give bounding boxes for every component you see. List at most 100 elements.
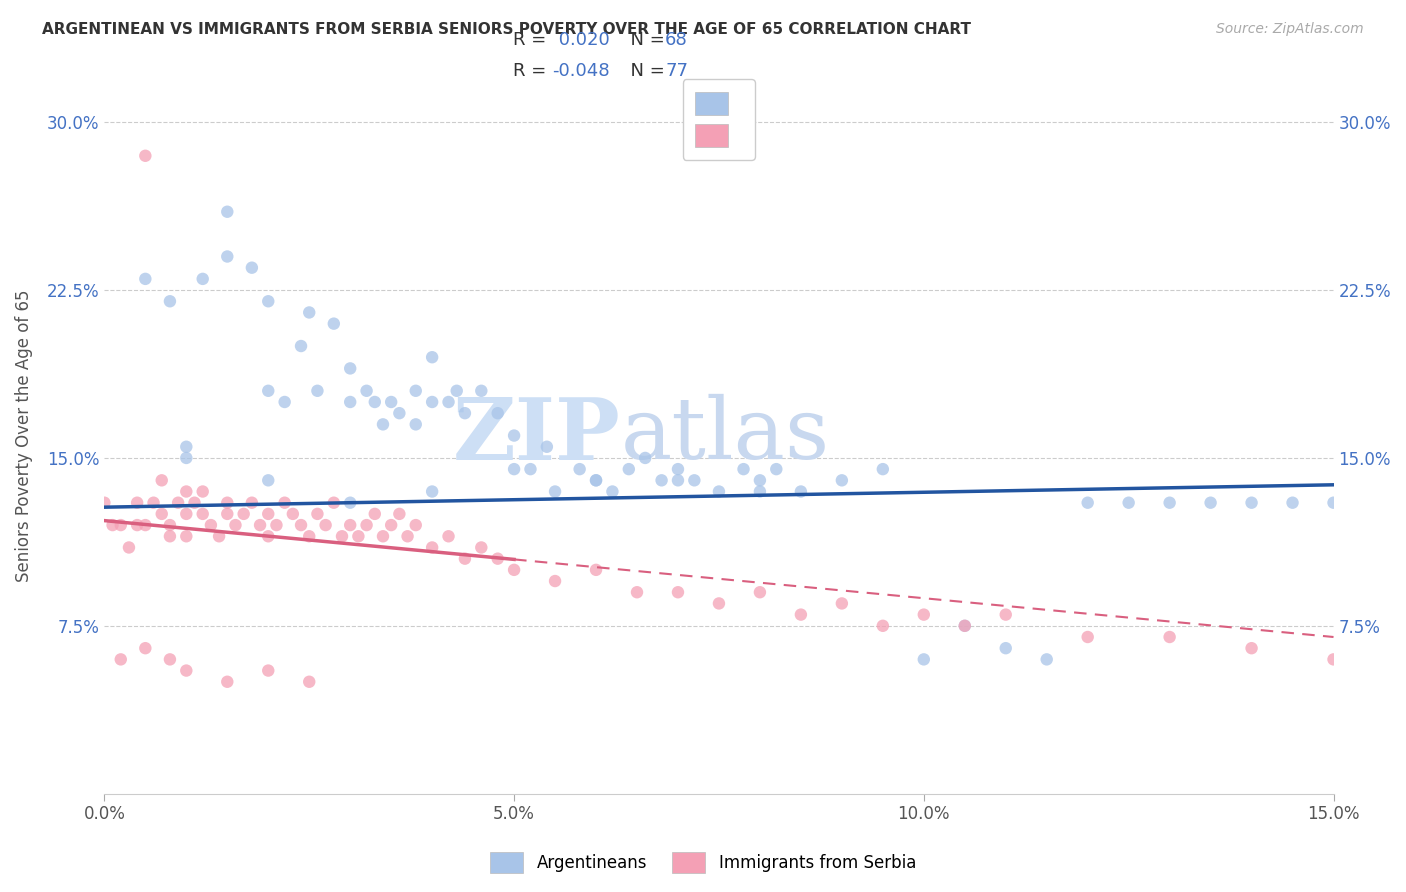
- Point: [707, 484, 730, 499]
- Point: [953, 619, 976, 633]
- Point: [159, 529, 181, 543]
- Point: [217, 507, 239, 521]
- Point: [380, 518, 402, 533]
- Point: [176, 450, 198, 465]
- Point: [339, 395, 361, 409]
- Point: [626, 585, 648, 599]
- Point: [420, 484, 443, 499]
- Point: [191, 507, 214, 521]
- Point: [1322, 652, 1344, 666]
- Point: [585, 563, 607, 577]
- Point: [257, 529, 280, 543]
- Point: [388, 507, 411, 521]
- Point: [568, 462, 591, 476]
- Point: [167, 496, 190, 510]
- Point: [159, 518, 181, 533]
- Point: [330, 529, 353, 543]
- Point: [118, 541, 141, 555]
- Point: [127, 518, 149, 533]
- Point: [159, 294, 181, 309]
- Point: [150, 507, 173, 521]
- Point: [273, 496, 295, 510]
- Point: [347, 529, 370, 543]
- Point: [134, 641, 156, 656]
- Text: atlas: atlas: [620, 394, 830, 477]
- Point: [666, 473, 689, 487]
- Point: [651, 473, 673, 487]
- Point: [1077, 630, 1099, 644]
- Point: [454, 406, 477, 420]
- Text: -0.048: -0.048: [553, 62, 610, 80]
- Text: ZIP: ZIP: [453, 393, 620, 477]
- Text: Source: ZipAtlas.com: Source: ZipAtlas.com: [1216, 22, 1364, 37]
- Point: [994, 607, 1017, 622]
- Point: [240, 260, 263, 275]
- Point: [364, 395, 387, 409]
- Point: [232, 507, 254, 521]
- Point: [420, 541, 443, 555]
- Point: [748, 585, 770, 599]
- Point: [322, 496, 344, 510]
- Point: [617, 462, 640, 476]
- Point: [339, 518, 361, 533]
- Point: [159, 652, 181, 666]
- Point: [240, 496, 263, 510]
- Point: [1322, 496, 1344, 510]
- Point: [1159, 496, 1181, 510]
- Point: [420, 395, 443, 409]
- Point: [176, 440, 198, 454]
- Point: [437, 529, 460, 543]
- Point: [134, 518, 156, 533]
- Point: [953, 619, 976, 633]
- Point: [503, 563, 526, 577]
- Point: [176, 484, 198, 499]
- Point: [183, 496, 205, 510]
- Point: [110, 518, 132, 533]
- Point: [405, 384, 427, 398]
- Point: [356, 518, 378, 533]
- Point: [454, 551, 477, 566]
- Point: [790, 607, 813, 622]
- Point: [666, 462, 689, 476]
- Point: [707, 596, 730, 610]
- Point: [150, 473, 173, 487]
- Text: 77: 77: [665, 62, 688, 80]
- Text: 0.020: 0.020: [553, 31, 609, 49]
- Point: [249, 518, 271, 533]
- Point: [446, 384, 468, 398]
- Point: [307, 384, 329, 398]
- Point: [1077, 496, 1099, 510]
- Point: [420, 350, 443, 364]
- Point: [912, 607, 935, 622]
- Point: [315, 518, 337, 533]
- Point: [486, 406, 509, 420]
- Point: [356, 384, 378, 398]
- Point: [339, 496, 361, 510]
- Text: N =: N =: [619, 31, 671, 49]
- Point: [748, 473, 770, 487]
- Point: [544, 484, 567, 499]
- Point: [380, 395, 402, 409]
- Legend: , : ,: [683, 79, 755, 160]
- Point: [339, 361, 361, 376]
- Text: R =: R =: [513, 31, 553, 49]
- Point: [1199, 496, 1222, 510]
- Point: [217, 250, 239, 264]
- Point: [257, 664, 280, 678]
- Text: 68: 68: [665, 31, 688, 49]
- Point: [1035, 652, 1057, 666]
- Point: [396, 529, 419, 543]
- Point: [470, 541, 492, 555]
- Point: [307, 507, 329, 521]
- Legend: Argentineans, Immigrants from Serbia: Argentineans, Immigrants from Serbia: [484, 846, 922, 880]
- Point: [217, 496, 239, 510]
- Point: [872, 462, 894, 476]
- Point: [134, 149, 156, 163]
- Point: [405, 518, 427, 533]
- Point: [290, 518, 312, 533]
- Point: [585, 473, 607, 487]
- Y-axis label: Seniors Poverty Over the Age of 65: Seniors Poverty Over the Age of 65: [15, 289, 32, 582]
- Point: [273, 395, 295, 409]
- Point: [200, 518, 222, 533]
- Point: [298, 674, 321, 689]
